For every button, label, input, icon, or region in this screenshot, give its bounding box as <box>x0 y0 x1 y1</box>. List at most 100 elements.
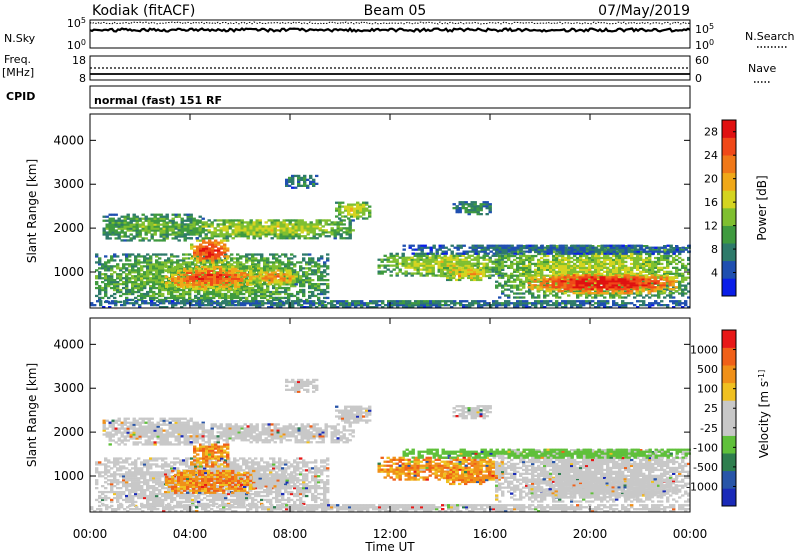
heatmap-cell <box>188 290 192 294</box>
heatmap-cell <box>207 275 211 278</box>
heatmap-cell <box>596 282 600 285</box>
heatmap-cell <box>303 221 307 224</box>
heatmap-cell <box>209 286 213 290</box>
heatmap-cell <box>603 249 607 252</box>
heatmap-cell <box>246 225 250 228</box>
heatmap-cell <box>211 251 215 254</box>
heatmap-cell <box>284 296 288 300</box>
heatmap-cell <box>608 276 612 279</box>
heatmap-cell <box>174 265 178 269</box>
heatmap-cell <box>638 276 642 279</box>
heatmap-cell <box>275 253 279 256</box>
heatmap-cell <box>525 272 529 275</box>
heatmap-cell <box>618 276 622 279</box>
heatmap-cell <box>375 306 379 309</box>
heatmap-cell <box>311 285 315 288</box>
heatmap-cell <box>294 283 298 286</box>
heatmap-cell <box>540 264 544 268</box>
heatmap-cell <box>249 269 253 273</box>
heatmap-cell <box>534 272 538 275</box>
heatmap-cell <box>152 273 156 276</box>
heatmap-cell <box>636 262 640 266</box>
heatmap-cell <box>306 300 310 303</box>
heatmap-cell <box>146 271 150 274</box>
heatmap-cell <box>294 227 298 230</box>
heatmap-cell <box>137 285 141 288</box>
heatmap-cell <box>140 255 144 258</box>
heatmap-cell <box>338 205 342 208</box>
heatmap-cell <box>147 223 151 226</box>
heatmap-cell <box>123 304 127 307</box>
heatmap-cell <box>278 263 282 266</box>
heatmap-cell <box>467 254 471 257</box>
heatmap-cell <box>105 227 109 230</box>
heatmap-cell <box>138 223 142 226</box>
heatmap-cell <box>276 229 280 232</box>
heatmap-cell <box>554 286 558 289</box>
heatmap-cell <box>245 255 249 258</box>
heatmap-cell <box>381 306 385 309</box>
heatmap-cell <box>219 302 223 305</box>
heatmap-cell <box>579 294 583 297</box>
heatmap-cell <box>185 263 189 266</box>
heatmap-cell <box>222 237 226 240</box>
heatmap-cell <box>333 229 337 232</box>
heatmap-cell <box>161 275 165 278</box>
heatmap-cell <box>326 259 330 262</box>
heatmap-cell <box>314 273 318 276</box>
heatmap-cell <box>617 288 621 291</box>
heatmap-cell <box>606 256 610 260</box>
heatmap-cell <box>551 280 555 283</box>
heatmap-cell <box>645 276 649 279</box>
heatmap-cell <box>464 211 468 214</box>
heatmap-cell <box>294 273 298 276</box>
heatmap-cell <box>123 300 127 303</box>
heatmap-cell <box>179 288 183 292</box>
heatmap-cell <box>302 257 306 260</box>
heatmap-cell <box>659 282 663 285</box>
heatmap-cell <box>501 266 505 269</box>
heatmap-cell <box>101 286 105 290</box>
heatmap-cell <box>201 217 205 220</box>
heatmap-cell <box>356 207 360 210</box>
heatmap-cell <box>188 286 192 290</box>
heatmap-cell <box>144 217 148 220</box>
heatmap-cell <box>240 269 244 273</box>
heatmap-cell <box>602 278 606 281</box>
heatmap-cell <box>291 275 295 278</box>
heatmap-cell <box>168 221 172 224</box>
heatmap-cell <box>458 211 462 214</box>
heatmap-cell <box>263 290 267 294</box>
heatmap-cell <box>149 277 153 280</box>
heatmap-cell <box>188 294 192 298</box>
heatmap-cell <box>183 277 187 280</box>
heatmap-cell <box>125 286 129 290</box>
heatmap-cell <box>279 223 283 226</box>
heatmap-cell <box>435 302 439 305</box>
heatmap-cell <box>129 302 133 305</box>
heatmap-cell <box>525 280 529 283</box>
heatmap-cell <box>575 282 579 285</box>
heatmap-cell <box>579 262 583 266</box>
heatmap-cell <box>249 283 253 286</box>
heatmap-cell <box>582 266 586 269</box>
heatmap-cell <box>572 276 576 279</box>
heatmap-cell <box>437 274 441 277</box>
heatmap-cell <box>485 258 489 261</box>
heatmap-cell <box>296 261 300 264</box>
heatmap-cell <box>197 255 201 258</box>
heatmap-cell <box>270 227 274 230</box>
heatmap-cell <box>626 278 630 281</box>
heatmap-cell <box>398 262 402 265</box>
heatmap-cell <box>98 296 102 300</box>
heatmap-cell <box>498 256 502 260</box>
heatmap-cell <box>263 267 267 270</box>
heatmap-cell <box>140 296 144 300</box>
heatmap-cell <box>143 281 147 284</box>
heatmap-cell <box>534 264 538 268</box>
heatmap-cell <box>147 239 151 242</box>
heatmap-cell <box>663 274 667 277</box>
heatmap-cell <box>348 219 352 222</box>
heatmap-cell <box>189 233 193 236</box>
heatmap-cell <box>207 223 211 226</box>
